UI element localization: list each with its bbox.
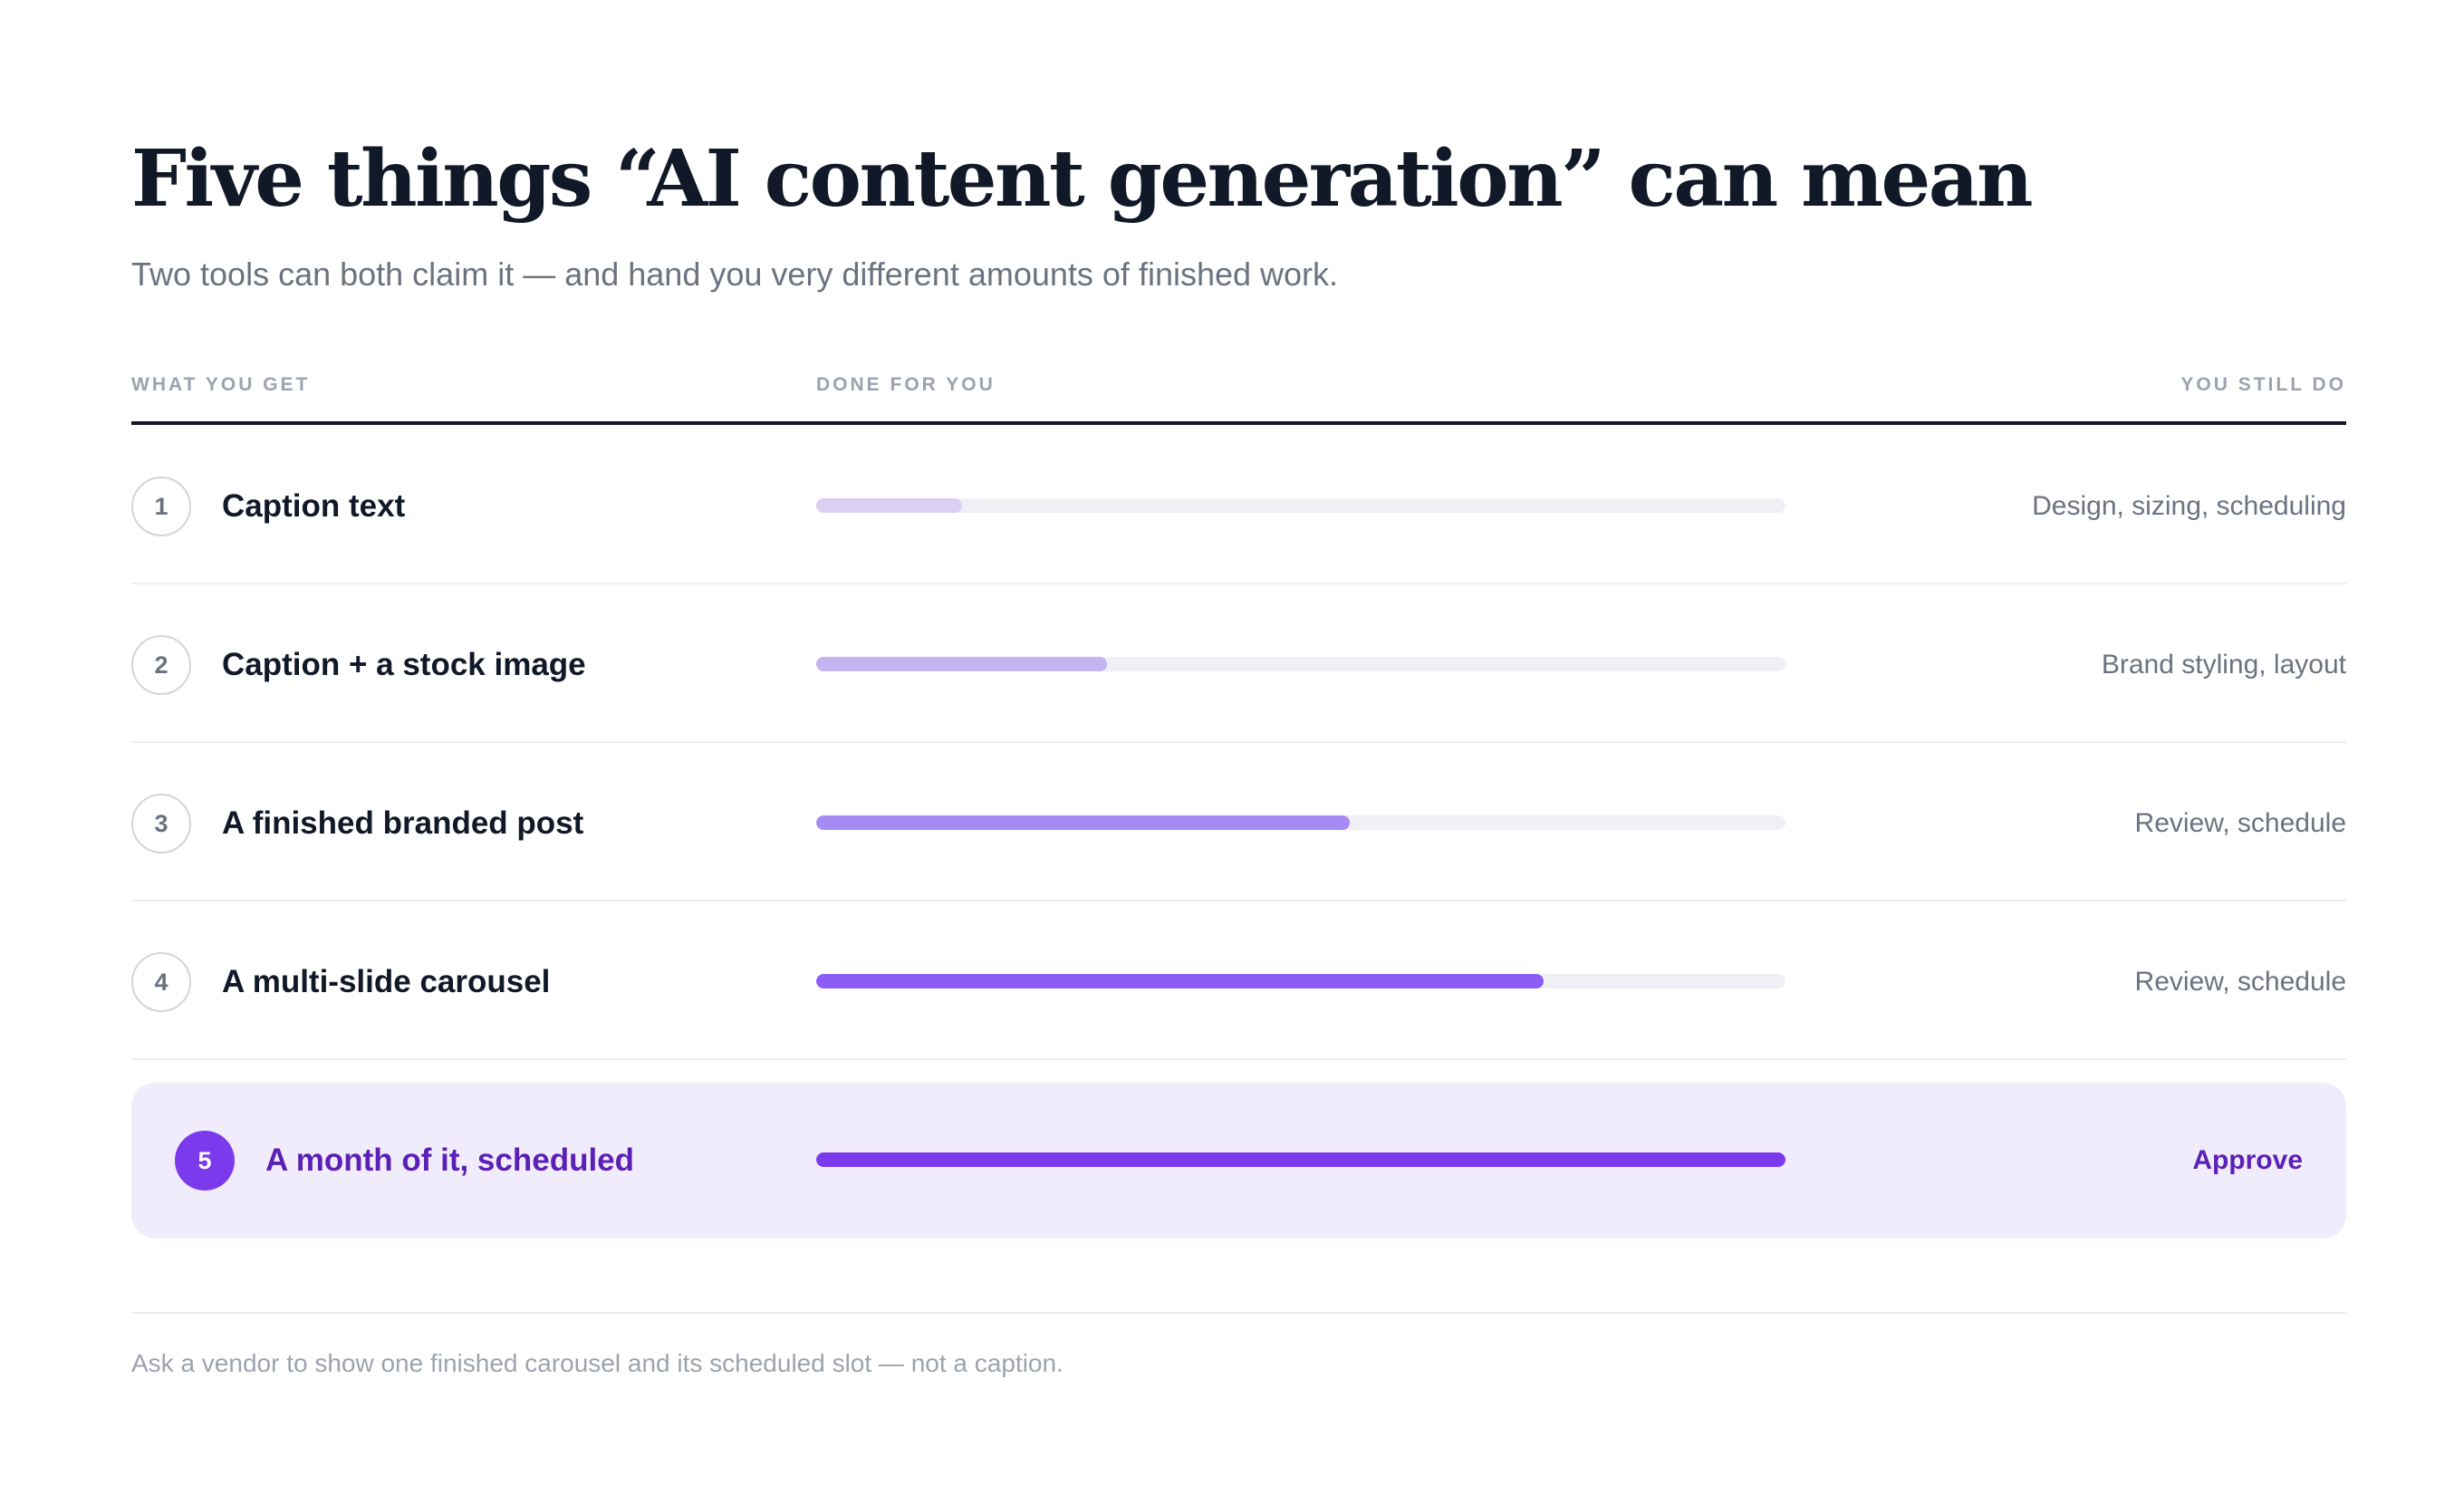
column-header-what-you-get: WHAT YOU GET <box>131 374 311 395</box>
progress-track <box>816 657 1785 671</box>
progress-track <box>816 974 1785 988</box>
row-still-do: Brand styling, layout <box>2101 650 2346 680</box>
progress-fill <box>816 498 962 513</box>
table-row: 1 Caption text Design, sizing, schedulin… <box>131 426 2346 584</box>
row-number-badge: 3 <box>131 794 191 853</box>
row-number-badge: 1 <box>131 477 191 536</box>
table-row: 2 Caption + a stock image Brand styling,… <box>131 584 2346 743</box>
progress-fill <box>816 1152 1785 1167</box>
table-row: 3 A finished branded post Review, schedu… <box>131 743 2346 901</box>
table-row-highlighted: 5 A month of it, scheduled Approve <box>131 1083 2346 1239</box>
row-number-badge: 5 <box>175 1131 235 1191</box>
header-divider <box>131 421 2346 425</box>
progress-fill <box>816 974 1544 988</box>
column-header-you-still-do: YOU STILL DO <box>2180 374 2346 395</box>
page-title: Five things “AI content generation” can … <box>131 133 2034 225</box>
progress-track <box>816 1152 1785 1167</box>
row-still-do: Design, sizing, scheduling <box>2032 491 2346 521</box>
row-number-badge: 2 <box>131 635 191 695</box>
row-label: A multi-slide carousel <box>222 964 551 999</box>
progress-fill <box>816 657 1107 671</box>
footnote: Ask a vendor to show one finished carous… <box>131 1349 1064 1377</box>
progress-track <box>816 498 1785 513</box>
row-still-do: Review, schedule <box>2134 967 2346 997</box>
row-still-do: Review, schedule <box>2134 808 2346 838</box>
row-number-badge: 4 <box>131 952 191 1012</box>
row-label: Caption text <box>222 488 406 524</box>
table-row: 4 A multi-slide carousel Review, schedul… <box>131 901 2346 1060</box>
row-still-do: Approve <box>2192 1145 2303 1175</box>
progress-fill <box>816 815 1350 830</box>
row-label: A finished branded post <box>222 805 584 841</box>
row-label: Caption + a stock image <box>222 647 586 682</box>
page-subtitle: Two tools can both claim it — and hand y… <box>131 255 1339 293</box>
column-header-done-for-you: DONE FOR YOU <box>816 374 996 395</box>
footer-divider <box>131 1312 2346 1314</box>
row-label: A month of it, scheduled <box>265 1142 635 1178</box>
progress-track <box>816 815 1785 830</box>
